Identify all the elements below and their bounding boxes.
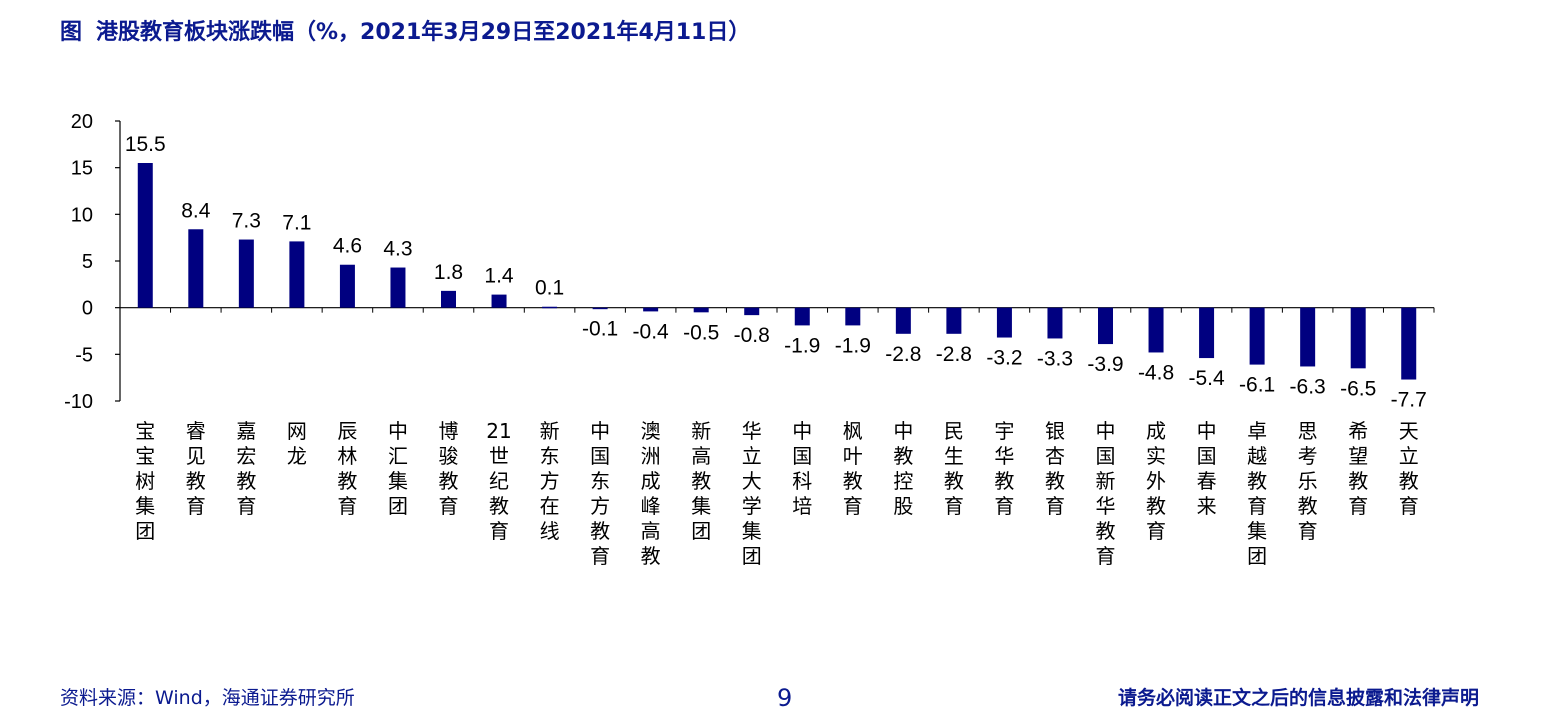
data-label: -5.4 — [1188, 367, 1225, 390]
category-label: 成实外教育 — [1146, 419, 1166, 543]
bar — [643, 307, 659, 312]
category-label: 枫叶教育 — [843, 419, 863, 518]
data-label: -0.4 — [633, 320, 670, 343]
bar — [1401, 307, 1417, 380]
category-label: 中教控股 — [893, 419, 913, 518]
bar — [693, 307, 709, 313]
category-label: 中国新华教育 — [1096, 419, 1116, 568]
category-label: 中国东方教育 — [590, 419, 610, 568]
data-label: -0.8 — [734, 324, 770, 347]
y-tick-label: 0 — [82, 298, 93, 320]
title-text: 港股教育板块涨跌幅（%，2021年3月29日至2021年4月11日） — [96, 20, 751, 45]
data-label: -0.5 — [683, 321, 719, 344]
category-label: 21 世纪教育 — [486, 419, 511, 543]
bar — [1249, 307, 1265, 365]
y-tick-label: 20 — [71, 111, 93, 133]
category-label: 宇华教育 — [994, 419, 1014, 518]
data-label: -2.8 — [936, 343, 972, 366]
category-label: 中国科培 — [792, 419, 812, 518]
data-label: -1.9 — [835, 334, 871, 357]
data-label: 8.4 — [181, 199, 211, 222]
data-label: 4.6 — [333, 235, 362, 258]
y-tick-label: 10 — [71, 204, 93, 226]
figure-label: 图 — [60, 20, 83, 45]
bar — [744, 307, 760, 316]
bar — [1350, 307, 1366, 369]
category-label: 民生教育 — [944, 419, 964, 518]
category-label: 新高教集团 — [691, 419, 711, 543]
data-label: -1.9 — [784, 334, 820, 357]
category-label: 嘉宏教育 — [236, 419, 256, 518]
bar — [238, 239, 254, 308]
category-label: 银杏教育 — [1045, 419, 1065, 518]
bar — [1047, 307, 1063, 339]
bar — [1148, 307, 1164, 353]
data-label: 1.8 — [434, 261, 463, 284]
bar — [794, 307, 810, 326]
bar — [996, 307, 1012, 338]
data-label: -0.1 — [582, 318, 618, 341]
bar — [845, 307, 861, 326]
category-label: 中汇集团 — [388, 419, 408, 518]
bar — [542, 306, 558, 309]
category-label: 卓越教育集团 — [1247, 419, 1267, 568]
category-label: 网龙 — [287, 419, 307, 468]
category-label: 思考乐教育 — [1298, 419, 1318, 543]
data-label: -3.9 — [1087, 353, 1123, 376]
bar — [1098, 307, 1113, 345]
y-tick-label: -10 — [64, 391, 93, 413]
category-label: 宝宝树集团 — [135, 419, 155, 543]
data-label: -6.3 — [1290, 375, 1326, 398]
bar — [137, 163, 153, 308]
category-label: 睿见教育 — [186, 419, 206, 518]
category-label: 华立大学集团 — [742, 419, 762, 568]
data-label: -6.1 — [1239, 374, 1275, 397]
bar — [188, 229, 204, 308]
bar — [339, 264, 355, 308]
disclaimer: 请务必阅读正文之后的信息披露和法律声明 — [1117, 687, 1479, 709]
data-label: 4.3 — [383, 238, 412, 261]
bar — [895, 307, 911, 334]
bar — [441, 290, 456, 308]
y-tick-label: -5 — [75, 344, 93, 366]
data-label: 7.3 — [232, 210, 261, 233]
chart-title: 图港股教育板块涨跌幅（%，2021年3月29日至2021年4月11日） — [60, 14, 750, 46]
bar — [946, 307, 962, 334]
category-label: 天立教育 — [1399, 419, 1419, 518]
category-label: 澳洲成峰高教 — [641, 419, 661, 568]
data-label: 1.4 — [484, 265, 514, 288]
source-note: 资料来源：Wind，海通证券研究所 — [60, 687, 355, 709]
bar — [390, 267, 406, 308]
bar — [289, 241, 305, 308]
data-label: 15.5 — [125, 133, 166, 156]
data-label: -2.8 — [885, 343, 921, 366]
data-label: 0.1 — [535, 277, 564, 300]
data-label: -6.5 — [1340, 377, 1376, 400]
category-label: 辰林教育 — [337, 419, 357, 518]
category-label: 博骏教育 — [439, 419, 459, 518]
page-number: 9 — [777, 684, 793, 712]
y-tick-label: 15 — [71, 158, 93, 180]
bar — [1300, 307, 1316, 367]
data-label: 7.1 — [282, 211, 311, 234]
category-label: 希望教育 — [1348, 419, 1368, 518]
data-label: -3.2 — [986, 347, 1022, 370]
bar — [491, 294, 507, 308]
data-label: -4.8 — [1138, 361, 1174, 384]
category-label: 新东方在线 — [540, 419, 560, 543]
bar — [1199, 307, 1215, 359]
y-tick-label: 5 — [82, 251, 93, 273]
data-label: -3.3 — [1037, 347, 1073, 370]
bar — [592, 307, 608, 310]
data-label: -7.7 — [1391, 389, 1427, 412]
category-label: 中国春来 — [1197, 419, 1217, 518]
